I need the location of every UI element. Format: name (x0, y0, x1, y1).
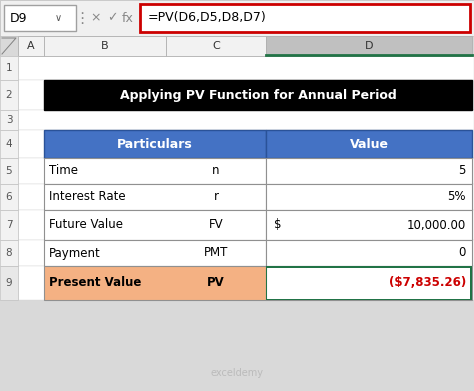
Text: Payment: Payment (49, 246, 101, 260)
Text: r: r (213, 190, 219, 203)
Bar (18, 130, 474, 158)
Text: D: D (365, 41, 373, 51)
Text: PV: PV (207, 276, 225, 289)
Bar (44, 240, 266, 266)
Bar (18, 210, 474, 240)
Text: $: $ (274, 219, 282, 231)
Text: 7: 7 (6, 220, 12, 230)
Text: 10,000.00: 10,000.00 (407, 219, 466, 231)
Text: 0: 0 (459, 246, 466, 260)
Bar (44, 36, 166, 56)
Text: D9: D9 (10, 11, 27, 25)
Bar (44, 80, 472, 110)
Bar (18, 56, 474, 80)
Bar (0, 110, 18, 130)
Bar (266, 36, 472, 56)
Bar (44, 184, 266, 210)
Bar (266, 298, 472, 300)
Bar (266, 266, 267, 300)
Text: 5: 5 (459, 165, 466, 178)
Bar (471, 266, 472, 300)
Text: n: n (212, 165, 220, 178)
Bar (266, 184, 472, 210)
Bar (44, 210, 266, 240)
Bar (140, 4, 470, 32)
Bar (0, 158, 18, 184)
Bar (266, 240, 472, 266)
Text: Time: Time (49, 165, 78, 178)
Bar (166, 36, 266, 56)
Bar (266, 266, 472, 300)
Text: Interest Rate: Interest Rate (49, 190, 126, 203)
Bar (0, 0, 474, 36)
Bar (0, 80, 18, 110)
Text: 6: 6 (6, 192, 12, 202)
Text: ⋮: ⋮ (74, 11, 90, 25)
Text: Applying PV Function for Annual Period: Applying PV Function for Annual Period (119, 88, 396, 102)
Bar (0, 184, 18, 210)
Text: ×: × (91, 11, 101, 25)
Text: 3: 3 (6, 115, 12, 125)
Bar (0, 240, 18, 266)
Bar (266, 210, 472, 240)
Text: Particulars: Particulars (117, 138, 193, 151)
Text: C: C (212, 41, 220, 51)
Text: ∨: ∨ (55, 13, 62, 23)
Bar (44, 266, 266, 300)
Bar (0, 130, 18, 158)
Text: 1: 1 (6, 63, 12, 73)
Bar (44, 130, 266, 158)
Text: FV: FV (209, 219, 223, 231)
Bar (44, 158, 266, 184)
Bar (4, 5, 76, 31)
Text: Present Value: Present Value (49, 276, 141, 289)
Bar (18, 36, 44, 56)
Bar (266, 130, 472, 158)
Bar (18, 240, 474, 266)
Text: =PV(D6,D5,D8,D7): =PV(D6,D5,D8,D7) (148, 11, 267, 25)
Text: B: B (101, 41, 109, 51)
Bar (18, 158, 474, 184)
Text: 8: 8 (6, 248, 12, 258)
Text: fx: fx (122, 13, 134, 25)
Text: Future Value: Future Value (49, 219, 123, 231)
Bar (0, 210, 18, 240)
Text: 5: 5 (6, 166, 12, 176)
Text: exceldemy: exceldemy (210, 368, 264, 378)
Bar (18, 110, 474, 130)
Bar (0, 56, 474, 300)
Bar (18, 266, 474, 300)
Text: 5%: 5% (447, 190, 466, 203)
Text: 2: 2 (6, 90, 12, 100)
Bar (18, 80, 474, 110)
Bar (18, 184, 474, 210)
Bar (266, 158, 472, 184)
Bar (0, 266, 18, 300)
Bar (266, 266, 472, 267)
Text: PMT: PMT (204, 246, 228, 260)
Text: 4: 4 (6, 139, 12, 149)
Text: ($7,835.26): ($7,835.26) (389, 276, 466, 289)
Text: Value: Value (349, 138, 389, 151)
Bar (0, 36, 18, 56)
Bar (0, 56, 18, 80)
Text: ✓: ✓ (107, 11, 117, 25)
Text: A: A (27, 41, 35, 51)
Text: 9: 9 (6, 278, 12, 288)
